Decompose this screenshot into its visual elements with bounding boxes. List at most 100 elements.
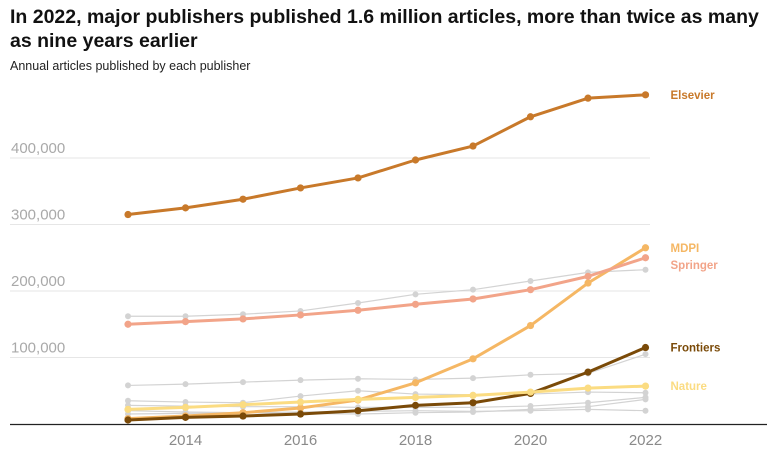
data-point — [297, 377, 304, 384]
series-line — [127, 246, 647, 421]
y-tick-label: 400,000 — [11, 140, 65, 157]
series-other — [125, 396, 649, 418]
y-axis-ticks: 100,000 200,000 300,000 400,000 — [11, 140, 65, 357]
data-point — [526, 286, 535, 294]
series-nature — [124, 382, 650, 413]
data-point — [470, 409, 476, 416]
series-lines — [124, 91, 650, 424]
data-point — [411, 300, 420, 308]
data-point — [584, 279, 592, 287]
data-point — [584, 272, 592, 280]
data-point — [411, 401, 420, 409]
series-other — [125, 351, 649, 389]
series-other — [125, 266, 649, 320]
data-point — [469, 295, 477, 303]
series-line — [127, 384, 646, 411]
data-point — [584, 384, 592, 392]
data-point — [411, 379, 420, 387]
data-point — [641, 244, 650, 252]
data-point — [526, 321, 535, 330]
data-point — [470, 375, 476, 382]
data-point — [124, 210, 132, 219]
data-point — [239, 401, 247, 409]
data-point — [239, 195, 247, 203]
data-point — [527, 278, 534, 285]
data-point — [354, 306, 362, 314]
data-point — [354, 174, 362, 182]
data-point — [355, 387, 361, 394]
data-point — [641, 343, 650, 352]
data-point — [469, 391, 477, 400]
data-point — [469, 355, 477, 363]
data-point — [411, 156, 420, 164]
series-label: Nature — [671, 381, 707, 393]
data-point — [641, 91, 650, 99]
series-label: Elsevier — [671, 90, 716, 102]
data-point — [642, 389, 649, 396]
data-point — [526, 113, 535, 121]
series-label: Frontiers — [671, 343, 721, 355]
data-point — [182, 381, 189, 388]
x-tick-label: 2016 — [284, 432, 317, 449]
data-point — [124, 320, 132, 328]
data-point — [354, 395, 362, 403]
data-point — [526, 388, 535, 396]
chart-subtitle: Annual articles published by each publis… — [10, 59, 251, 73]
series-label: MDPI — [671, 243, 700, 255]
x-tick-label: 2020 — [514, 432, 547, 449]
data-point — [181, 413, 190, 421]
data-point — [125, 382, 131, 389]
data-point — [296, 404, 305, 412]
data-point — [181, 403, 190, 411]
data-point — [469, 142, 477, 150]
data-point — [182, 313, 189, 320]
x-tick-label: 2022 — [629, 432, 662, 449]
data-point — [296, 311, 305, 319]
data-point — [585, 403, 591, 410]
data-point — [124, 405, 132, 413]
data-point — [354, 407, 362, 415]
data-point — [125, 397, 131, 404]
y-tick-label: 200,000 — [11, 273, 65, 290]
data-point — [296, 410, 305, 418]
x-axis-ticks: 2014 2016 2018 2020 2022 — [169, 432, 662, 449]
data-point — [584, 368, 592, 376]
data-point — [355, 299, 361, 306]
chart-title: In 2022, major publishers published 1.6 … — [10, 6, 759, 52]
series-line — [127, 353, 646, 387]
data-point — [527, 406, 534, 413]
data-point — [296, 184, 305, 192]
data-point — [641, 254, 650, 262]
series-mdpi — [124, 244, 650, 423]
x-tick-label: 2014 — [169, 432, 202, 449]
data-point — [240, 379, 246, 386]
data-point — [125, 313, 131, 320]
series-springer — [124, 254, 650, 328]
y-tick-label: 300,000 — [11, 207, 65, 224]
series-line — [127, 93, 646, 217]
data-point — [527, 371, 534, 378]
data-point — [642, 407, 649, 414]
data-point — [642, 396, 649, 403]
data-point — [296, 398, 305, 406]
data-point — [124, 416, 132, 424]
data-point — [412, 409, 419, 416]
data-point — [181, 317, 190, 326]
data-point — [181, 204, 190, 212]
x-tick-label: 2018 — [399, 432, 432, 449]
data-point — [642, 266, 649, 273]
data-point — [239, 412, 247, 420]
series-elsevier — [124, 91, 650, 219]
series-line — [127, 346, 647, 422]
series-line — [128, 269, 646, 317]
data-point — [411, 393, 420, 401]
data-point — [355, 375, 361, 382]
data-point — [642, 351, 649, 358]
data-point — [469, 399, 477, 407]
data-point — [412, 291, 419, 298]
series-label: Springer — [671, 260, 719, 272]
data-point — [641, 382, 650, 390]
series-labels: Elsevier MDPI Springer Frontiers Nature — [671, 90, 721, 393]
data-point — [584, 94, 592, 102]
